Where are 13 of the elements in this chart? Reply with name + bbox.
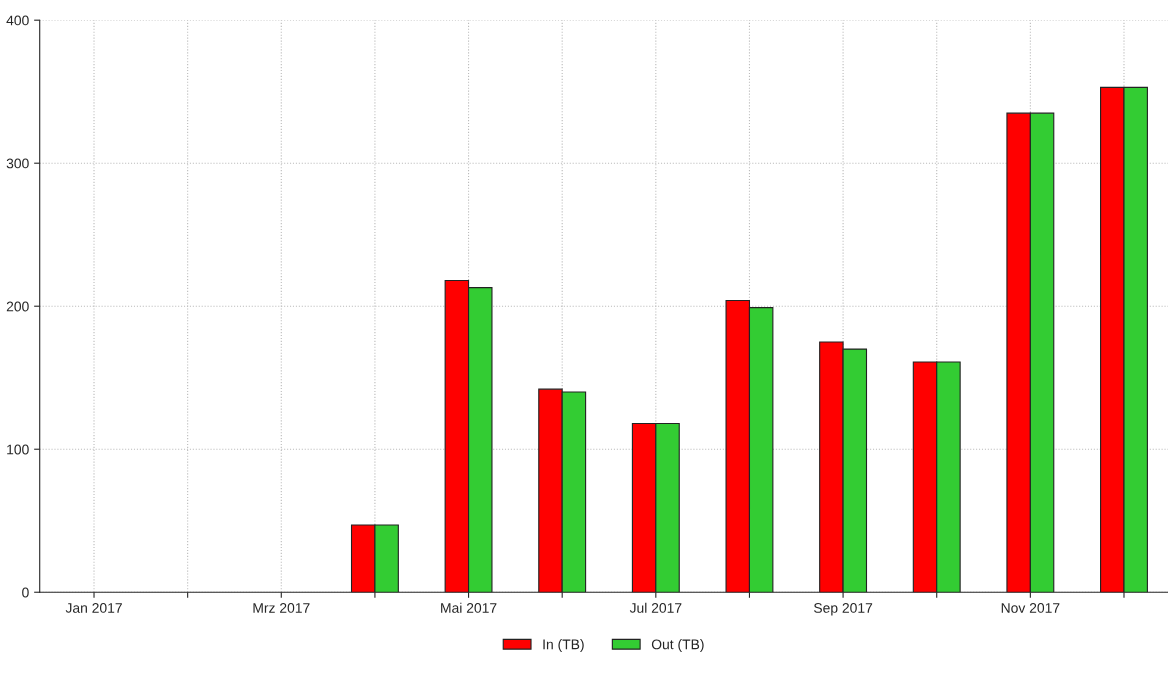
- y-tick-label: 300: [6, 158, 29, 169]
- y-tick-label: 100: [7, 444, 29, 455]
- legend-label: In (TB): [543, 639, 584, 652]
- legend-label: Out (TB): [651, 639, 704, 652]
- y-tick-label: 400: [6, 15, 29, 26]
- x-tick-label: Mrz 2017: [253, 603, 310, 613]
- y-tick-label: 0: [22, 587, 29, 598]
- x-tick-label: Jul 2017: [629, 602, 682, 613]
- x-tick-label: Nov 2017: [1001, 603, 1060, 613]
- x-tick-label: Mai 2017: [441, 602, 497, 613]
- x-tick-label: Jan 2017: [65, 603, 122, 613]
- y-tick-label: 200: [6, 301, 29, 312]
- x-tick-label: Sep 2017: [813, 603, 873, 616]
